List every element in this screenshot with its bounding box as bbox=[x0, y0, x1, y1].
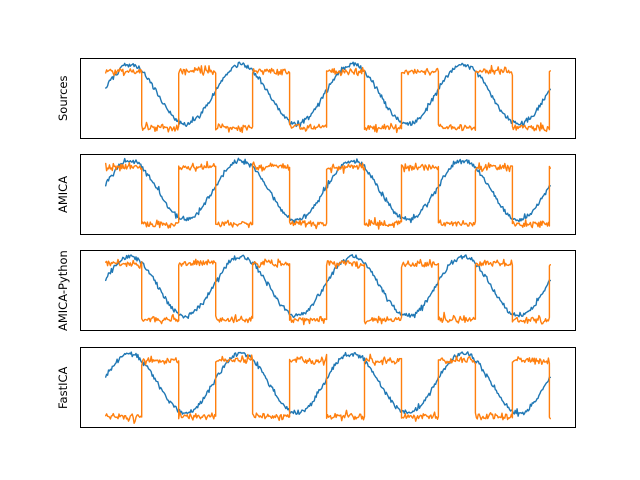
amica-python-plot bbox=[105, 253, 551, 326]
fastica-plot bbox=[105, 351, 551, 425]
square-series-path bbox=[105, 258, 551, 326]
sine-series-path bbox=[105, 253, 551, 320]
sine-series-path bbox=[105, 351, 551, 417]
square-series-path bbox=[105, 64, 551, 134]
amica-plot bbox=[105, 157, 551, 230]
sine-series-path bbox=[105, 61, 551, 128]
ylabel-amica: AMICA bbox=[56, 175, 70, 214]
ylabel-fastica: FastICA bbox=[56, 366, 70, 409]
panel-amica-python bbox=[80, 250, 576, 331]
panel-fastica bbox=[80, 347, 576, 428]
ylabel-sources: Sources bbox=[56, 75, 70, 122]
ylabel-amica-python: AMICA-Python bbox=[56, 250, 70, 331]
panel-amica bbox=[80, 154, 576, 235]
square-series-path bbox=[105, 160, 551, 230]
square-series-path bbox=[105, 353, 551, 425]
panel-sources bbox=[80, 58, 576, 139]
sources-plot bbox=[105, 61, 551, 134]
